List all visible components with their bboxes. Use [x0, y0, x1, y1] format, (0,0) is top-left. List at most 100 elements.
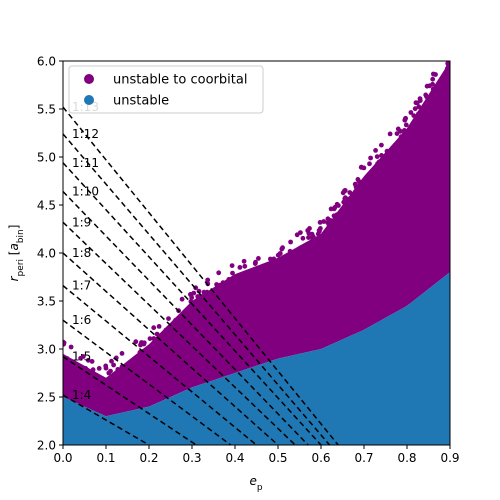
scatter-point [379, 153, 384, 158]
resonance-label: 1:7 [72, 279, 91, 293]
scatter-point [137, 356, 143, 361]
scatter-point [106, 370, 112, 376]
legend-marker-unstable [84, 95, 94, 105]
scatter-point [445, 66, 450, 71]
scatter-point [445, 51, 450, 56]
scatter-point [357, 179, 363, 185]
scatter-point [109, 358, 114, 364]
scatter-point [353, 184, 359, 190]
scatter-point [275, 252, 281, 258]
scatter-point [402, 131, 407, 137]
scatter-point [220, 280, 226, 286]
scatter-point [299, 245, 305, 250]
resonance-label: 1:11 [72, 156, 99, 170]
scatter-point [188, 292, 194, 297]
resonance-line [63, 106, 339, 445]
scatter-point [196, 288, 202, 294]
scatter-point [157, 333, 163, 339]
x-axis: 0.0 0.1 0.2 0.3 0.4 0.5 0.6 0.7 0.8 0.9 [53, 445, 460, 465]
resonance-line [63, 162, 322, 445]
scatter-point [147, 336, 153, 341]
scatter-point [339, 208, 344, 214]
scatter-point [271, 256, 277, 262]
resonance-line [63, 319, 232, 445]
scatter-point [306, 230, 312, 236]
scatter-point [141, 340, 147, 346]
scatter-point [371, 167, 376, 172]
y-axis-label-unit-close: ] [7, 225, 21, 230]
scatter-point [214, 282, 220, 287]
scatter-point [330, 221, 336, 227]
scatter-point [431, 71, 436, 77]
scatter-point [403, 122, 409, 128]
scatter-point [288, 239, 293, 245]
legend-label-coorbital: unstable to coorbital [113, 73, 247, 88]
scatter-point [402, 117, 408, 123]
y-tick-label: 2.0 [37, 439, 56, 453]
region-unstable-to-coorbital [63, 61, 450, 417]
scatter-point [216, 270, 222, 276]
scatter-point [280, 245, 285, 251]
scatter-point [89, 359, 95, 364]
legend-box [68, 65, 264, 114]
y-tick-label: 6.0 [37, 55, 56, 69]
region-unstable [63, 272, 450, 445]
scatter-point [300, 235, 306, 241]
scatter-point [416, 111, 421, 117]
scatter-point [411, 113, 417, 118]
x-tick-label: 0.3 [182, 451, 201, 465]
scatter-point [430, 81, 435, 87]
x-axis-label-sub: p [257, 483, 263, 493]
resonance-label: 1:9 [72, 215, 91, 229]
scatter-point [331, 213, 337, 219]
scatter-point [321, 219, 327, 224]
x-tick-label: 0.6 [311, 451, 330, 465]
resonance-label: 1:12 [72, 127, 99, 141]
scatter-point [402, 127, 407, 133]
scatter-point [251, 269, 257, 275]
x-tick-label: 0.9 [440, 451, 459, 465]
scatter-point [220, 285, 226, 290]
scatter-point [156, 324, 162, 329]
scatter-point [442, 54, 447, 59]
scatter-point [241, 258, 247, 264]
scatter-point [416, 104, 422, 110]
y-axis: 2.0 2.5 3.0 3.5 4.0 4.5 5.0 5.5 6.0 [37, 55, 63, 453]
scatter-point [430, 92, 435, 98]
x-tick-label: 0.4 [225, 451, 244, 465]
scatter-point [133, 339, 139, 345]
scatter-point [305, 243, 311, 249]
y-tick-label: 2.5 [37, 391, 56, 405]
y-tick-label: 3.0 [37, 343, 56, 357]
resonance-label: 1:10 [72, 185, 99, 199]
scatter-point [214, 290, 220, 296]
scatter-point [375, 161, 380, 167]
scatter-point [166, 316, 171, 321]
scatter-point [199, 298, 204, 304]
scatter-point [318, 226, 323, 231]
scatter-point [336, 203, 341, 208]
scatter-point [328, 206, 334, 212]
scatter-point [138, 342, 143, 348]
scatter-point [85, 357, 91, 363]
scatter-point [96, 366, 102, 371]
scatter-point [119, 351, 125, 356]
resonance-line [63, 394, 150, 445]
scatter-point [412, 106, 418, 112]
scatter-point [246, 269, 252, 274]
y-axis-label-sub: peri [16, 259, 26, 276]
scatter-point [373, 148, 378, 153]
resonance-line [63, 133, 331, 445]
scatter-point [229, 263, 235, 268]
scatter-point [109, 377, 114, 383]
x-tick-label: 0.1 [96, 451, 115, 465]
legend: unstable to coorbital unstable [68, 65, 264, 114]
scatter-point [120, 368, 125, 374]
scatter-point [68, 344, 74, 350]
scatter-point [242, 263, 248, 269]
scatter-point [201, 289, 207, 295]
scatter-point [430, 76, 436, 82]
scatter-point [173, 317, 179, 323]
scatter-point [179, 296, 185, 302]
scatter-point [256, 256, 261, 261]
